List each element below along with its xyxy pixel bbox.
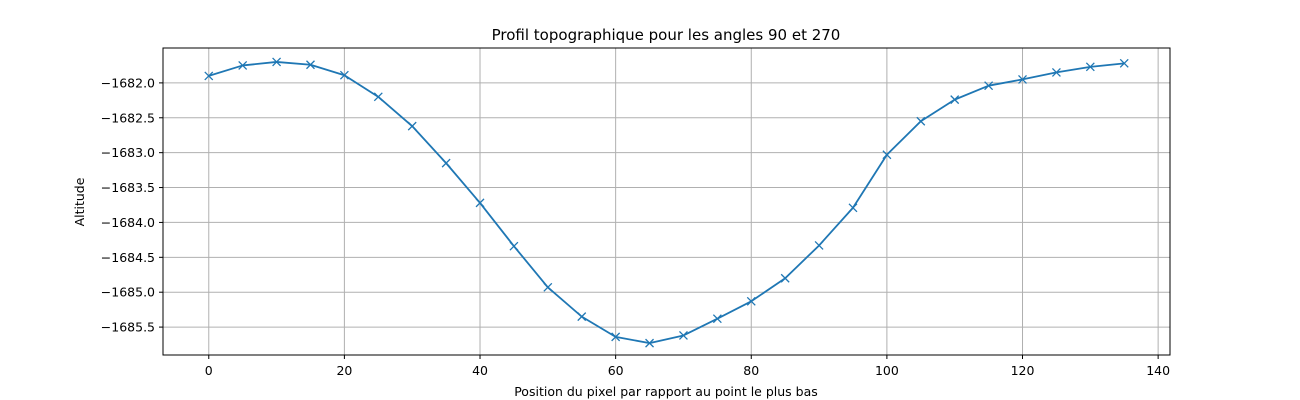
series-line — [208, 61, 1125, 345]
data-point-marker — [306, 60, 315, 70]
y-tick-label: −1683.5 — [101, 180, 155, 195]
data-point-marker — [1018, 74, 1027, 84]
data-point-marker — [712, 314, 722, 324]
data-point-marker — [475, 198, 485, 208]
data-point-marker — [1051, 67, 1061, 77]
tick-marks: 0 20 40 60 80 100 120 140 −1682.0 −1682.5 −1683.0 −… — [101, 75, 1170, 378]
data-point-marker — [272, 57, 282, 67]
data-point-marker — [848, 203, 858, 213]
plot-area-frame — [162, 47, 1171, 356]
data-point-marker — [814, 240, 824, 250]
data-point-marker — [645, 338, 655, 348]
data-point-marker — [339, 70, 349, 80]
data-point-marker — [441, 158, 451, 168]
data-point-marker — [238, 60, 248, 70]
x-tick-label: 40 — [472, 363, 488, 378]
y-tick-label: −1682.0 — [101, 75, 155, 90]
data-point-marker — [1119, 58, 1129, 68]
grid-lines — [163, 48, 1170, 355]
x-tick-label: 120 — [1011, 363, 1035, 378]
data-point-marker — [509, 241, 519, 251]
x-tick-label: 100 — [875, 363, 899, 378]
x-tick-label: 20 — [336, 363, 352, 378]
data-point-marker — [1085, 62, 1095, 72]
x-tick-label: 80 — [743, 363, 759, 378]
data-point-marker — [577, 312, 587, 322]
data-point-marker — [950, 95, 960, 105]
data-point-marker — [678, 331, 688, 340]
data-point-marker — [204, 71, 214, 81]
x-tick-label: 60 — [608, 363, 624, 378]
y-tick-label: −1682.5 — [101, 110, 155, 125]
x-tick-label: 0 — [205, 363, 213, 378]
y-tick-label: −1684.5 — [101, 250, 155, 265]
y-tick-label: −1685.5 — [101, 320, 155, 335]
data-point-marker — [373, 92, 383, 102]
data-point-marker — [746, 296, 756, 306]
chart-title: Profil topographique pour les angles 90 … — [492, 26, 841, 44]
y-tick-label: −1683.0 — [101, 145, 155, 160]
y-tick-label: −1684.0 — [101, 215, 155, 230]
data-point-marker — [984, 81, 994, 91]
y-axis-title: Altitude — [72, 177, 87, 226]
data-point-marker — [611, 332, 621, 342]
data-point-marker — [543, 282, 553, 292]
y-tick-label: −1685.0 — [101, 285, 155, 300]
plot-area-background — [163, 48, 1170, 355]
data-point-marker — [916, 116, 926, 126]
data-point-marker — [882, 150, 892, 160]
series-layer — [204, 57, 1129, 348]
x-tick-label: 140 — [1146, 363, 1170, 378]
data-point-marker — [780, 273, 790, 283]
x-axis-title: Position du pixel par rapport au point l… — [514, 384, 818, 399]
data-point-marker — [407, 121, 417, 131]
